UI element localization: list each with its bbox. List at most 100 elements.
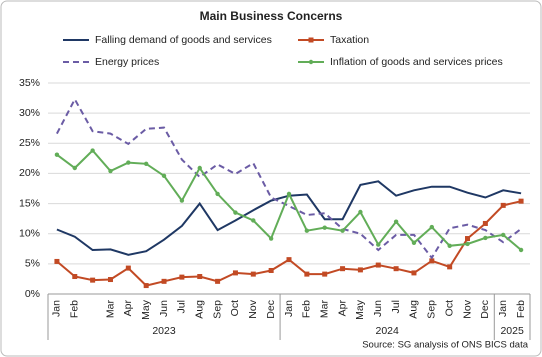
point bbox=[322, 225, 327, 230]
point bbox=[197, 274, 203, 280]
point bbox=[215, 278, 221, 284]
point bbox=[375, 262, 381, 268]
point bbox=[304, 271, 310, 277]
point bbox=[304, 228, 310, 233]
x-group-label: 2025 bbox=[500, 325, 524, 337]
point bbox=[161, 278, 167, 284]
x-tick-label: Feb bbox=[69, 300, 81, 318]
point bbox=[518, 198, 524, 204]
x-tick-label: Feb bbox=[301, 300, 313, 318]
point bbox=[90, 277, 96, 283]
x-tick-label: Jan bbox=[283, 300, 295, 317]
point bbox=[268, 267, 274, 273]
x-tick-label: Feb bbox=[515, 300, 527, 318]
x-tick-label: Apr bbox=[336, 300, 348, 317]
legend-label: Taxation bbox=[330, 34, 369, 46]
y-tick-label: 35% bbox=[19, 77, 40, 89]
y-tick-label: 30% bbox=[19, 107, 40, 119]
x-tick-label: Apr bbox=[122, 300, 134, 317]
x-tick-label: Mar bbox=[104, 300, 116, 319]
point bbox=[107, 277, 113, 283]
x-tick-label: Aug bbox=[194, 300, 206, 319]
x-tick-label: Jul bbox=[390, 300, 402, 313]
point bbox=[429, 224, 435, 230]
point bbox=[197, 165, 202, 171]
point bbox=[90, 148, 95, 153]
y-tick-label: 5% bbox=[25, 258, 40, 270]
point bbox=[286, 257, 292, 263]
x-tick-label: Sep bbox=[426, 300, 438, 319]
point bbox=[126, 160, 131, 165]
x-tick-label: Jan bbox=[497, 300, 509, 317]
point bbox=[447, 264, 453, 270]
point bbox=[232, 270, 238, 276]
point bbox=[501, 232, 506, 238]
point bbox=[465, 241, 470, 247]
legend-marker bbox=[308, 59, 314, 65]
x-tick-label: Mar bbox=[318, 300, 330, 319]
point bbox=[340, 228, 345, 233]
x-tick-label: Dec bbox=[479, 300, 491, 319]
y-tick-label: 0% bbox=[25, 288, 40, 300]
point bbox=[500, 202, 506, 208]
y-tick-label: 15% bbox=[19, 197, 40, 209]
chart-title: Main Business Concerns bbox=[200, 9, 343, 23]
point bbox=[483, 235, 488, 241]
point bbox=[376, 242, 381, 247]
x-tick-label: Jul bbox=[176, 300, 188, 313]
point bbox=[143, 161, 149, 166]
point bbox=[72, 274, 78, 280]
x-tick-label: Nov bbox=[461, 299, 473, 318]
point bbox=[411, 240, 417, 245]
x-tick-label: Jun bbox=[372, 300, 384, 317]
x-group-label: 2023 bbox=[152, 325, 176, 337]
x-tick-label: Aug bbox=[408, 300, 420, 319]
point bbox=[393, 266, 399, 272]
point bbox=[54, 258, 60, 264]
source-note: Source: SG analysis of ONS BICS data bbox=[362, 340, 529, 351]
point bbox=[233, 210, 238, 215]
point bbox=[429, 258, 435, 264]
point bbox=[393, 219, 399, 224]
legend-marker bbox=[308, 37, 314, 43]
point bbox=[215, 191, 220, 197]
y-tick-label: 10% bbox=[19, 227, 40, 239]
x-tick-label: Sep bbox=[211, 300, 223, 319]
point bbox=[72, 165, 77, 171]
x-group-label: 2024 bbox=[376, 325, 400, 337]
point bbox=[358, 209, 363, 215]
point bbox=[250, 271, 256, 277]
point bbox=[125, 265, 131, 271]
point bbox=[518, 247, 524, 253]
point bbox=[143, 283, 149, 289]
point bbox=[482, 220, 488, 226]
x-tick-label: Oct bbox=[443, 300, 455, 316]
y-tick-label: 25% bbox=[19, 137, 40, 149]
point bbox=[411, 270, 417, 276]
x-tick-label: Nov bbox=[247, 299, 259, 318]
point bbox=[268, 236, 274, 241]
x-tick-label: May bbox=[354, 299, 366, 320]
x-tick-label: Jun bbox=[158, 300, 170, 317]
x-tick-label: Dec bbox=[265, 300, 277, 319]
y-tick-label: 20% bbox=[19, 167, 40, 179]
point bbox=[54, 152, 60, 157]
point bbox=[465, 236, 471, 242]
point bbox=[322, 271, 328, 277]
x-tick-label: May bbox=[140, 299, 152, 320]
point bbox=[286, 191, 292, 197]
point bbox=[179, 274, 185, 280]
point bbox=[357, 267, 363, 273]
point bbox=[340, 266, 346, 272]
point bbox=[179, 198, 185, 203]
point bbox=[447, 243, 452, 248]
legend-label: Energy prices bbox=[95, 56, 159, 68]
x-tick-label: Oct bbox=[229, 300, 241, 316]
point bbox=[161, 173, 167, 179]
x-tick-label: Jan bbox=[51, 300, 63, 317]
point bbox=[251, 218, 256, 223]
legend-label: Falling demand of goods and services bbox=[95, 34, 272, 46]
legend-label: Inflation of goods and services prices bbox=[330, 56, 503, 68]
